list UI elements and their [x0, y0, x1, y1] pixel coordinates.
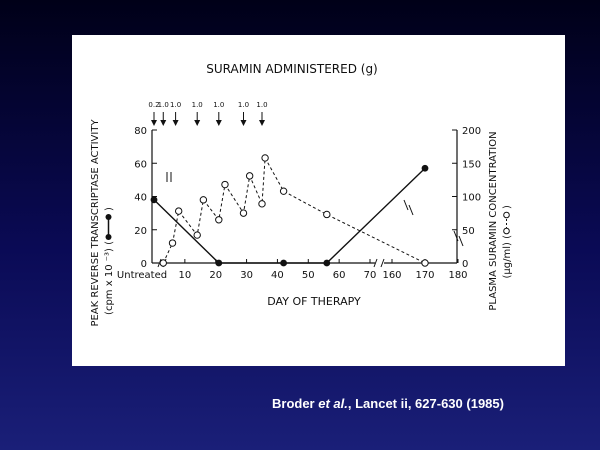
y-left-tick-label: 60: [134, 159, 147, 170]
dose-markers: 0.21.0 1.0 1.0 1.0 1.0 1.0: [148, 101, 268, 126]
series-points: [150, 154, 429, 267]
x-tick-label: 10: [178, 270, 191, 281]
dose-label: 1.0: [213, 101, 224, 109]
x-tick-label: 180: [448, 270, 467, 281]
dose-arrow-head: [215, 120, 222, 126]
x-axis-break-mark: [157, 258, 162, 268]
x-tick-label: 170: [415, 270, 434, 281]
suramin-point: [421, 259, 429, 267]
suramin-point: [239, 209, 248, 217]
y-right-axis-label: PLASMA SURAMIN CONCENTRATION: [488, 131, 499, 310]
rt-activity-point: [421, 164, 429, 172]
chart: SURAMIN ADMINISTERED (g) DAY OF THERAPY …: [90, 62, 513, 327]
y-left-tick-label: 20: [134, 226, 147, 237]
x-axis-break-mark: [373, 258, 378, 268]
x-tick-label: 50: [302, 270, 315, 281]
citation-reference: , Lancet ii, 627-630 (1985): [347, 396, 504, 411]
rt-activity-point: [215, 259, 223, 267]
y-right-axis-units-close: ): [502, 205, 513, 209]
dose-arrow-head: [240, 120, 247, 126]
y-right-axis-units: (μg/ml) ( ): [502, 205, 513, 278]
suramin-point: [258, 200, 266, 208]
dose-label: 0.2: [148, 101, 159, 109]
rt-activity-point: [150, 196, 158, 204]
x-tick-label: 30: [240, 270, 253, 281]
suramin-point: [159, 259, 167, 267]
y-right-tick-label: 200: [462, 126, 481, 137]
y-right-legend-marker-a: [503, 227, 510, 235]
y-right-tick-label: 150: [462, 159, 481, 170]
y-left-axis-units: (cpm x 10 ⁻³) ( ): [104, 207, 115, 315]
y-left-axis-label: PEAK REVERSE TRANSCRIPTASE ACTIVITY: [90, 119, 101, 327]
suramin-point: [261, 154, 269, 162]
x-tick-label: Untreated: [117, 270, 167, 281]
y-right-tick-label: 50: [462, 226, 475, 237]
dose-label: 1.0: [256, 101, 267, 109]
x-tick-label: 160: [382, 270, 401, 281]
y-left-legend-marker-a: [105, 234, 112, 240]
dose-arrow-head: [160, 120, 167, 126]
dose-arrow-head: [151, 120, 157, 126]
axes: 0 20 40 60 80 0 50 100 150 200 Untreated 10 20 30 40 50…: [117, 126, 481, 281]
x-axis-label: DAY OF THERAPY: [267, 295, 361, 308]
suramin-point: [174, 207, 183, 215]
suramin-point: [193, 231, 201, 239]
suramin-point: [323, 210, 331, 219]
y-left-axis-units-text: (cpm x 10 ⁻³) (: [104, 241, 115, 315]
chart-panel: SURAMIN ADMINISTERED (g) DAY OF THERAPY …: [72, 35, 565, 366]
series-break-mark: [458, 235, 464, 247]
suramin-point: [245, 172, 254, 180]
citation-author: Broder: [272, 396, 315, 411]
dose-arrow-head: [194, 120, 201, 126]
citation-et-al: et al.: [318, 396, 348, 411]
rt-activity-point: [280, 259, 287, 267]
suramin-point: [168, 239, 177, 247]
y-right-tick-label: 0: [462, 259, 468, 270]
y-left-tick-label: 40: [134, 193, 147, 204]
x-axis-break-mark: [380, 258, 385, 268]
y-right-axis-units-text: (μg/ml) (: [502, 235, 513, 279]
dose-label: 1.0: [192, 101, 203, 109]
dose-arrow-head: [172, 120, 179, 126]
y-left-tick-label: 0: [141, 259, 147, 270]
dose-label: 1.0: [170, 101, 181, 109]
x-tick-label: 70: [364, 270, 377, 281]
dose-label: 1.0: [158, 101, 169, 109]
y-left-tick-label: 80: [134, 126, 147, 137]
y-right-tick-label: 100: [462, 193, 481, 204]
suramin-line: [162, 156, 426, 264]
y-left-axis-units-close: ): [104, 207, 115, 211]
suramin-point: [199, 196, 208, 204]
suramin-point: [221, 180, 229, 189]
rt-activity-point: [323, 259, 331, 267]
rt-activity-line: [153, 167, 426, 264]
dose-arrow-head: [259, 120, 265, 126]
suramin-point: [279, 187, 288, 195]
series-break-mark: [403, 199, 409, 211]
x-tick-label: 20: [209, 270, 222, 281]
x-tick-label: 60: [333, 270, 346, 281]
series-break-mark: [408, 204, 414, 216]
chart-title: SURAMIN ADMINISTERED (g): [206, 62, 378, 76]
suramin-point: [215, 216, 223, 224]
x-tick-label: 40: [271, 270, 284, 281]
series-lines: [153, 156, 464, 264]
y-left-legend-marker-b: [105, 214, 112, 220]
dose-label: 1.0: [238, 101, 249, 109]
series-break-mark: [453, 230, 459, 242]
y-right-legend-marker-b: [503, 211, 510, 219]
citation: Broder et al., Lancet ii, 627-630 (1985): [272, 396, 572, 411]
